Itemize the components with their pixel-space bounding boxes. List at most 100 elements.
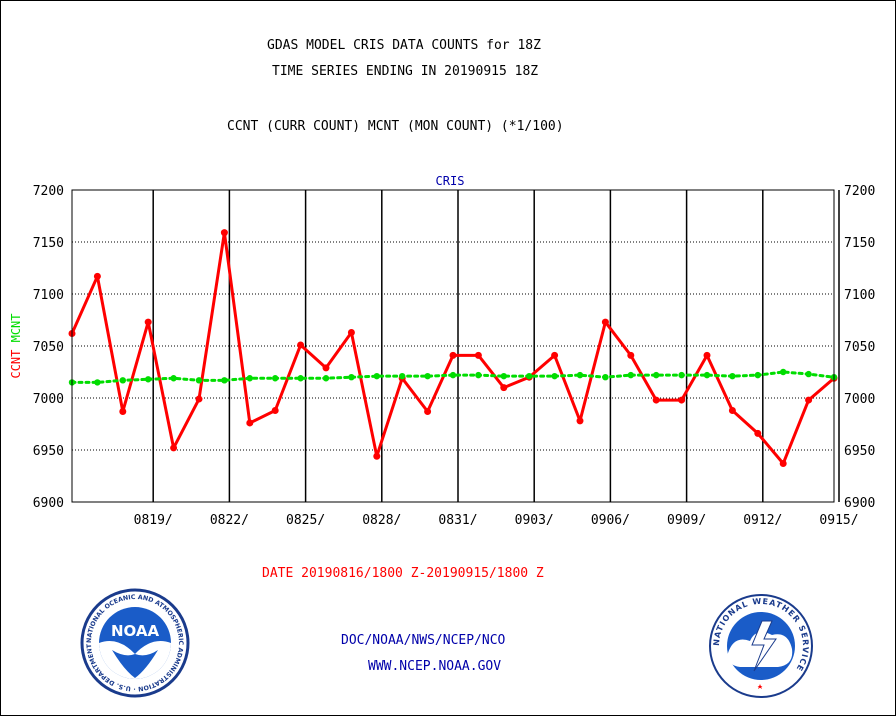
x-tick-label: 0912/	[743, 513, 782, 528]
x-tick-label: 0906/	[591, 513, 630, 528]
x-tick-label: 0909/	[667, 513, 706, 528]
noaa-logo-text: NOAA	[111, 622, 160, 640]
y-tick-label-left: 7200	[33, 184, 64, 199]
ccnt-data-point	[271, 406, 279, 414]
ccnt-data-point	[424, 408, 432, 416]
chart-title-line1: GDAS MODEL CRIS DATA COUNTS for 18Z	[267, 38, 541, 53]
mcnt-data-point	[526, 372, 533, 380]
ccnt-data-point	[170, 444, 178, 452]
ccnt-data-point	[144, 318, 152, 326]
mcnt-data-point	[475, 371, 482, 379]
y-tick-label-left: 7050	[33, 340, 64, 355]
ccnt-data-point	[805, 396, 813, 404]
series-layer	[68, 229, 838, 468]
y-tick-label-left: 7150	[33, 236, 64, 251]
ccnt-data-point	[500, 384, 508, 392]
mcnt-data-point	[576, 371, 584, 379]
mcnt-data-point	[653, 371, 660, 379]
ccnt-data-point	[678, 396, 686, 404]
mcnt-data-point	[602, 374, 609, 381]
y-tick-label-right: 7150	[844, 236, 875, 251]
ccnt-data-point	[449, 351, 457, 359]
noaa-logo: NATIONAL OCEANIC AND ATMOSPHERIC ADMINIS…	[80, 588, 190, 698]
ccnt-data-point	[474, 351, 482, 359]
ccnt-data-point	[322, 364, 330, 372]
x-tick-label: 0819/	[134, 513, 173, 528]
y-tick-label-left: 6950	[33, 444, 64, 459]
mcnt-data-point	[170, 375, 177, 382]
ccnt-series-line	[70, 231, 835, 466]
y-tick-label-left: 6900	[33, 496, 64, 511]
y-axis-label-mcnt: MCNT	[9, 313, 23, 342]
mcnt-data-point	[449, 371, 457, 379]
y-tick-label-right: 7100	[844, 288, 875, 303]
mcnt-data-point	[551, 372, 558, 380]
mcnt-data-point	[703, 371, 711, 379]
mcnt-data-point	[399, 372, 406, 380]
axis-label-layer: 6900 6900 6950 6950 7000 7000 7050 7050 7100 7100…	[33, 184, 876, 528]
ccnt-data-point	[246, 419, 254, 427]
mcnt-data-point	[805, 370, 812, 378]
panel-label: CRIS	[436, 174, 465, 188]
ccnt-data-point	[93, 272, 101, 280]
mcnt-data-point	[678, 371, 685, 379]
nws-logo: NATIONAL WEATHER SERVICE	[709, 594, 813, 698]
website-link[interactable]: WWW.NCEP.NOAA.GOV	[368, 659, 502, 674]
y-tick-label-right: 7050	[844, 340, 875, 355]
ccnt-data-point	[373, 452, 381, 460]
mcnt-data-point	[729, 372, 736, 380]
x-tick-label: 0831/	[438, 513, 477, 528]
x-tick-label: 0828/	[362, 513, 401, 528]
ccnt-data-point	[703, 351, 711, 359]
plot-frame	[71, 189, 835, 503]
mcnt-data-point	[272, 375, 279, 382]
y-tick-label-right: 7000	[844, 392, 875, 407]
y-tick-label-left: 7000	[33, 392, 64, 407]
y-tick-label-left: 7100	[33, 288, 64, 303]
mcnt-data-point	[348, 374, 355, 381]
mcnt-data-point	[322, 375, 330, 382]
ccnt-data-point	[551, 351, 559, 359]
ccnt-data-point	[779, 460, 787, 468]
grid-layer	[72, 190, 840, 502]
x-tick-label: 0822/	[210, 513, 249, 528]
org-link[interactable]: DOC/NOAA/NWS/NCEP/NCO	[341, 633, 506, 648]
ccnt-data-point	[576, 417, 584, 425]
ccnt-data-point	[601, 318, 609, 326]
mcnt-data-point	[373, 372, 380, 380]
mcnt-data-point	[94, 379, 101, 386]
mcnt-data-point	[221, 377, 228, 384]
mcnt-data-point	[297, 375, 304, 382]
y-axis-label-ccnt: CCNT	[9, 350, 23, 379]
ccnt-data-point	[754, 429, 762, 437]
x-tick-label: 0903/	[515, 513, 554, 528]
ccnt-data-point	[195, 395, 203, 403]
mcnt-data-point	[780, 368, 787, 376]
mcnt-data-point	[246, 375, 253, 382]
mcnt-data-point	[119, 377, 127, 384]
ccnt-data-point	[728, 406, 736, 414]
y-tick-label-right: 7200	[844, 184, 875, 199]
y-axis-label: CCNT MCNT	[9, 313, 23, 378]
ccnt-data-point	[347, 328, 355, 336]
date-range-label: DATE 20190816/1800 Z-20190915/1800 Z	[262, 566, 544, 581]
mcnt-data-point	[424, 372, 431, 380]
ccnt-data-point	[652, 396, 660, 404]
ccnt-data-point	[220, 229, 228, 237]
mcnt-data-point	[754, 371, 761, 379]
x-tick-label: 0915/	[819, 513, 858, 528]
mcnt-data-point	[627, 371, 634, 379]
y-tick-label-right: 6950	[844, 444, 875, 459]
chart-title-line2: TIME SERIES ENDING IN 20190915 18Z	[272, 64, 539, 79]
svg-text:CCNT MCNT: CCNT MCNT	[9, 313, 23, 378]
mcnt-data-point	[500, 372, 507, 380]
x-tick-label: 0825/	[286, 513, 325, 528]
ccnt-data-point	[119, 408, 127, 416]
chart-subtitle: CCNT (CURR COUNT) MCNT (MON COUNT) (*1/1…	[227, 119, 564, 134]
mcnt-data-point	[145, 376, 152, 383]
mcnt-data-point	[195, 377, 203, 384]
ccnt-data-point	[297, 341, 305, 349]
ccnt-data-point	[627, 351, 635, 359]
y-tick-label-right: 6900	[844, 496, 875, 511]
